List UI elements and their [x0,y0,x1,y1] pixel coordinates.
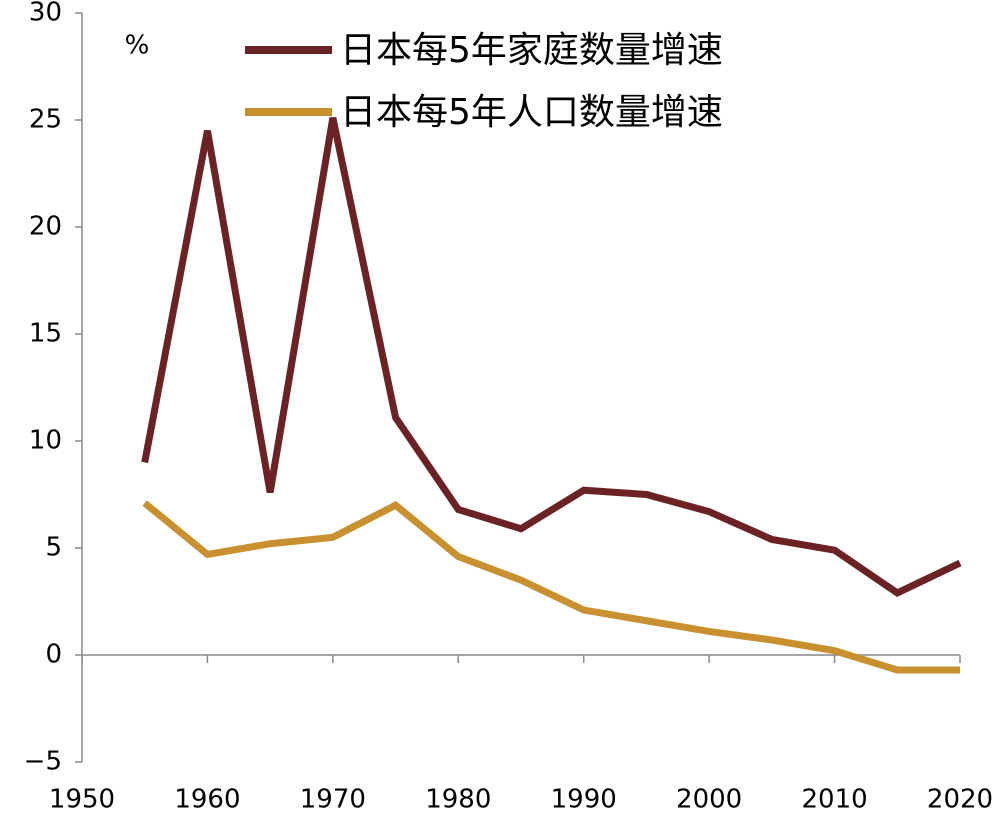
series-line [142,500,960,674]
y-tick-label: 25 [29,105,62,135]
x-tick-label: 1990 [551,785,617,815]
legend-label: 日本每5年家庭数量增速 [340,30,723,71]
x-tick-label: 1980 [425,785,491,815]
legend-label: 日本每5年人口数量增速 [340,92,723,133]
x-tick-label: 1950 [49,785,115,815]
y-tick-label: 20 [29,212,62,242]
y-tick-label: 30 [29,0,62,28]
y-tick-label: 0 [45,640,62,670]
y-unit: % [125,31,150,61]
x-tick-label: 2010 [801,785,867,815]
y-tick-label: 10 [29,426,62,456]
x-tick-label: 2020 [927,785,993,815]
series-line [141,117,962,597]
y-tick-label: 5 [45,533,62,563]
x-tick-label: 2000 [676,785,742,815]
x-tick-label: 1970 [300,785,366,815]
y-tick-label: 15 [29,319,62,349]
x-tick-label: 1960 [174,785,240,815]
y-tick-label: −5 [24,747,62,777]
